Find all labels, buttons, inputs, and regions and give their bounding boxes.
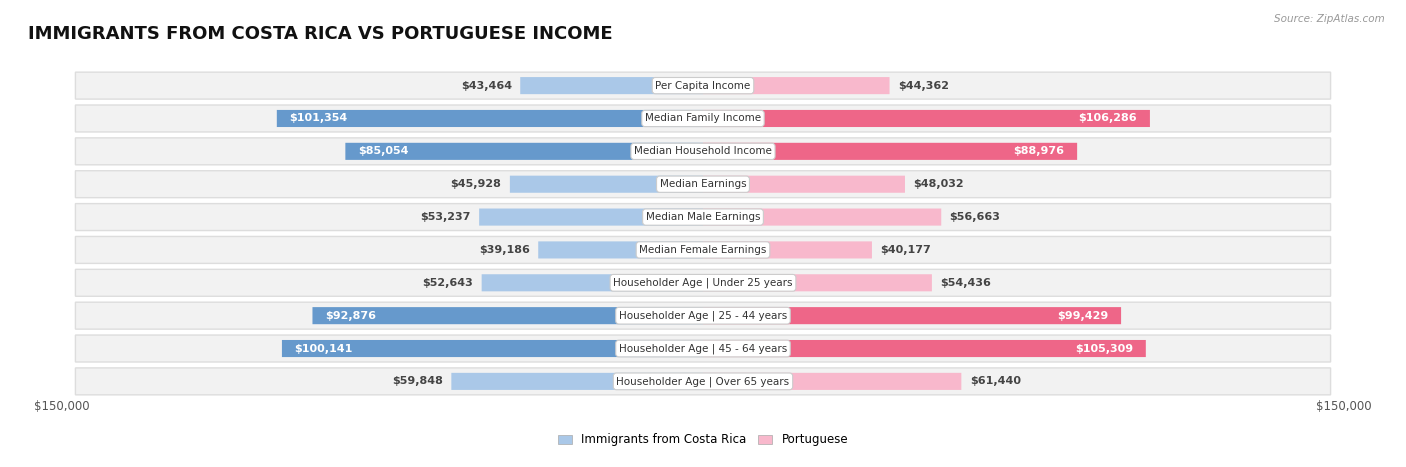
FancyBboxPatch shape	[703, 77, 890, 94]
FancyBboxPatch shape	[76, 138, 1330, 165]
FancyBboxPatch shape	[482, 274, 703, 291]
FancyBboxPatch shape	[703, 209, 941, 226]
Text: $150,000: $150,000	[34, 400, 90, 412]
FancyBboxPatch shape	[76, 171, 1330, 198]
Text: $39,186: $39,186	[479, 245, 530, 255]
Text: $45,928: $45,928	[450, 179, 502, 189]
FancyBboxPatch shape	[510, 176, 703, 193]
Text: $106,286: $106,286	[1078, 113, 1137, 123]
Text: $54,436: $54,436	[941, 278, 991, 288]
FancyBboxPatch shape	[703, 241, 872, 258]
FancyBboxPatch shape	[76, 105, 1330, 132]
Text: Median Household Income: Median Household Income	[634, 146, 772, 156]
Text: Median Female Earnings: Median Female Earnings	[640, 245, 766, 255]
Text: Householder Age | 25 - 44 years: Householder Age | 25 - 44 years	[619, 311, 787, 321]
FancyBboxPatch shape	[538, 241, 703, 258]
FancyBboxPatch shape	[703, 176, 905, 193]
Text: $88,976: $88,976	[1014, 146, 1064, 156]
FancyBboxPatch shape	[76, 302, 1330, 329]
Text: Householder Age | 45 - 64 years: Householder Age | 45 - 64 years	[619, 343, 787, 354]
FancyBboxPatch shape	[703, 340, 1146, 357]
Text: Householder Age | Under 25 years: Householder Age | Under 25 years	[613, 277, 793, 288]
Text: $52,643: $52,643	[422, 278, 474, 288]
Text: $48,032: $48,032	[914, 179, 965, 189]
FancyBboxPatch shape	[277, 110, 703, 127]
Text: Per Capita Income: Per Capita Income	[655, 81, 751, 91]
FancyBboxPatch shape	[703, 274, 932, 291]
Text: $44,362: $44,362	[898, 81, 949, 91]
Text: Source: ZipAtlas.com: Source: ZipAtlas.com	[1274, 14, 1385, 24]
Text: Median Family Income: Median Family Income	[645, 113, 761, 123]
FancyBboxPatch shape	[76, 72, 1330, 99]
Text: $150,000: $150,000	[1316, 400, 1372, 412]
Text: $43,464: $43,464	[461, 81, 512, 91]
Legend: Immigrants from Costa Rica, Portuguese: Immigrants from Costa Rica, Portuguese	[553, 429, 853, 451]
Text: $59,848: $59,848	[392, 376, 443, 386]
FancyBboxPatch shape	[703, 373, 962, 390]
FancyBboxPatch shape	[479, 209, 703, 226]
FancyBboxPatch shape	[312, 307, 703, 324]
FancyBboxPatch shape	[76, 236, 1330, 263]
Text: $99,429: $99,429	[1057, 311, 1108, 321]
Text: Median Earnings: Median Earnings	[659, 179, 747, 189]
Text: IMMIGRANTS FROM COSTA RICA VS PORTUGUESE INCOME: IMMIGRANTS FROM COSTA RICA VS PORTUGUESE…	[28, 25, 613, 43]
FancyBboxPatch shape	[703, 110, 1150, 127]
FancyBboxPatch shape	[76, 368, 1330, 395]
FancyBboxPatch shape	[283, 340, 703, 357]
Text: $61,440: $61,440	[970, 376, 1021, 386]
FancyBboxPatch shape	[703, 143, 1077, 160]
Text: Householder Age | Over 65 years: Householder Age | Over 65 years	[616, 376, 790, 387]
Text: $53,237: $53,237	[420, 212, 471, 222]
Text: $92,876: $92,876	[325, 311, 375, 321]
FancyBboxPatch shape	[520, 77, 703, 94]
FancyBboxPatch shape	[346, 143, 703, 160]
Text: $85,054: $85,054	[359, 146, 409, 156]
FancyBboxPatch shape	[76, 204, 1330, 231]
FancyBboxPatch shape	[703, 307, 1121, 324]
Text: $40,177: $40,177	[880, 245, 931, 255]
FancyBboxPatch shape	[76, 335, 1330, 362]
Text: $56,663: $56,663	[949, 212, 1001, 222]
FancyBboxPatch shape	[76, 269, 1330, 296]
Text: Median Male Earnings: Median Male Earnings	[645, 212, 761, 222]
Text: $105,309: $105,309	[1076, 344, 1133, 354]
Text: $101,354: $101,354	[290, 113, 347, 123]
Text: $100,141: $100,141	[294, 344, 353, 354]
FancyBboxPatch shape	[451, 373, 703, 390]
